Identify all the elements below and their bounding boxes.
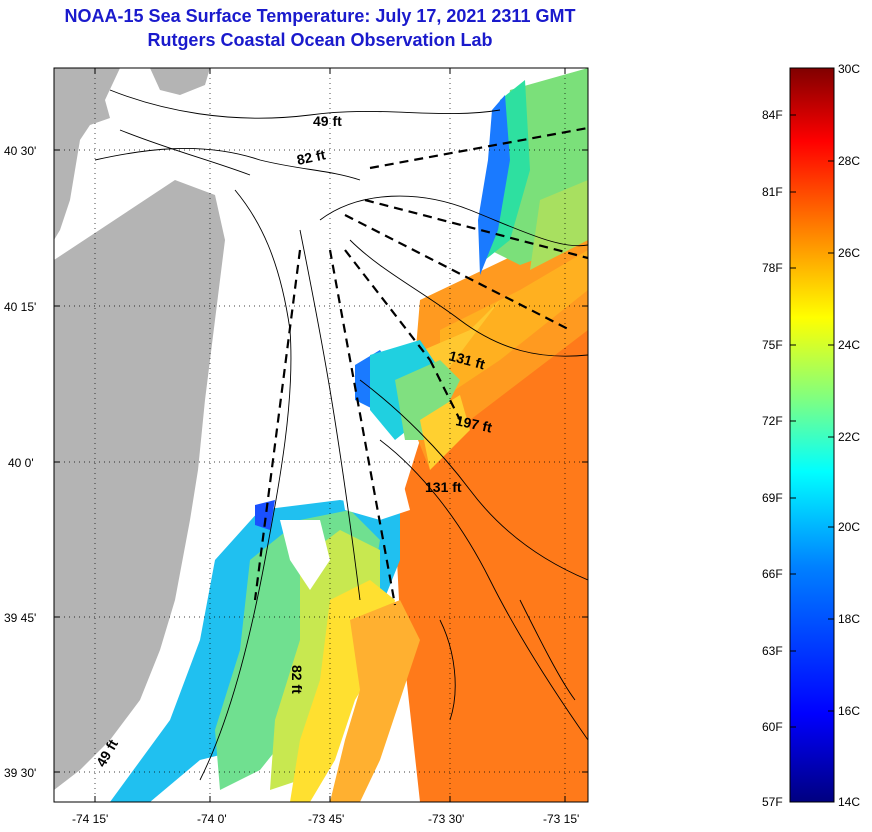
colorbar-f-81: 81F [762, 185, 783, 199]
land-mass [54, 68, 225, 790]
contour-label-82ft-north: 82 ft [295, 146, 327, 168]
colorbar-f-72: 72F [762, 414, 783, 428]
map-title: NOAA-15 Sea Surface Temperature: July 17… [64, 6, 576, 26]
transect-lines [253, 126, 588, 606]
colorbar-c-30: 30C [838, 62, 860, 76]
colorbar-c-28: 28C [838, 154, 860, 168]
colorbar-f-57: 57F [762, 795, 783, 809]
contour-label-49ft-north: 49 ft [313, 113, 342, 129]
colorbar-f-78: 78F [762, 261, 783, 275]
colorbar-c-26: 26C [838, 246, 860, 260]
contour-label-197ft: 197 ft [454, 412, 493, 435]
lat-label-40-30: 40 30' [4, 144, 36, 158]
lon-label-73-45: -73 45' [308, 812, 344, 826]
colorbar-f-69: 69F [762, 491, 783, 505]
lat-label-39-45: 39 45' [4, 611, 36, 625]
colorbar-c-24: 24C [838, 338, 860, 352]
colorbar-f-75: 75F [762, 338, 783, 352]
lon-label-73-30: -73 30' [428, 812, 464, 826]
colorbar-f-66: 66F [762, 567, 783, 581]
colorbar-f-60: 60F [762, 720, 783, 734]
sst-field [110, 68, 588, 802]
colorbar-c-18: 18C [838, 612, 860, 626]
lat-label-40-0: 40 0' [8, 456, 34, 470]
lat-label-40-15: 40 15' [4, 300, 36, 314]
graticule [54, 68, 588, 802]
lat-label-39-30: 39 30' [4, 766, 36, 780]
contour-label-131ft-lower: 131 ft [425, 479, 462, 495]
lon-label-74-15: -74 15' [72, 812, 108, 826]
colorbar-c-20: 20C [838, 520, 860, 534]
bathymetry-contours [94, 89, 588, 781]
plot-frame [53, 67, 589, 803]
axis-ticks [54, 68, 588, 802]
colorbar-c-16: 16C [838, 704, 860, 718]
colorbar-f-84: 84F [762, 108, 783, 122]
lon-label-73-15: -73 15' [543, 812, 579, 826]
colorbar-ticks [790, 114, 834, 728]
contour-label-82ft-south: 82 ft [289, 665, 305, 694]
colorbar-c-14: 14C [838, 795, 860, 809]
colorbar [789, 67, 835, 803]
colorbar-c-22: 22C [838, 430, 860, 444]
map-subtitle: Rutgers Coastal Ocean Observation Lab [147, 30, 493, 50]
colorbar-f-63: 63F [762, 644, 783, 658]
lon-label-74-0: -74 0' [197, 812, 227, 826]
